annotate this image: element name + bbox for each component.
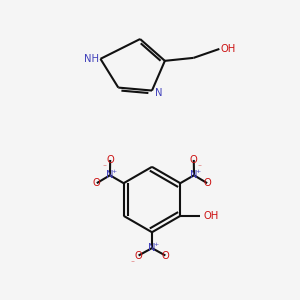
Text: N: N — [190, 170, 198, 180]
Text: O: O — [161, 250, 169, 260]
Text: O: O — [190, 155, 198, 165]
Text: +: + — [153, 242, 159, 247]
Text: ⁻: ⁻ — [131, 258, 135, 267]
Text: N: N — [106, 170, 114, 180]
Text: O: O — [93, 178, 101, 188]
Text: N: N — [155, 88, 163, 98]
Text: O: O — [135, 250, 142, 260]
Text: OH: OH — [220, 44, 236, 54]
Text: ⁻: ⁻ — [198, 162, 202, 171]
Text: OH: OH — [203, 211, 219, 221]
Text: NH: NH — [84, 54, 99, 64]
Text: O: O — [203, 178, 211, 188]
Text: +: + — [111, 169, 116, 174]
Text: N: N — [148, 243, 156, 253]
Text: O: O — [106, 155, 114, 165]
Text: +: + — [195, 169, 201, 174]
Text: ⁻: ⁻ — [102, 162, 106, 171]
